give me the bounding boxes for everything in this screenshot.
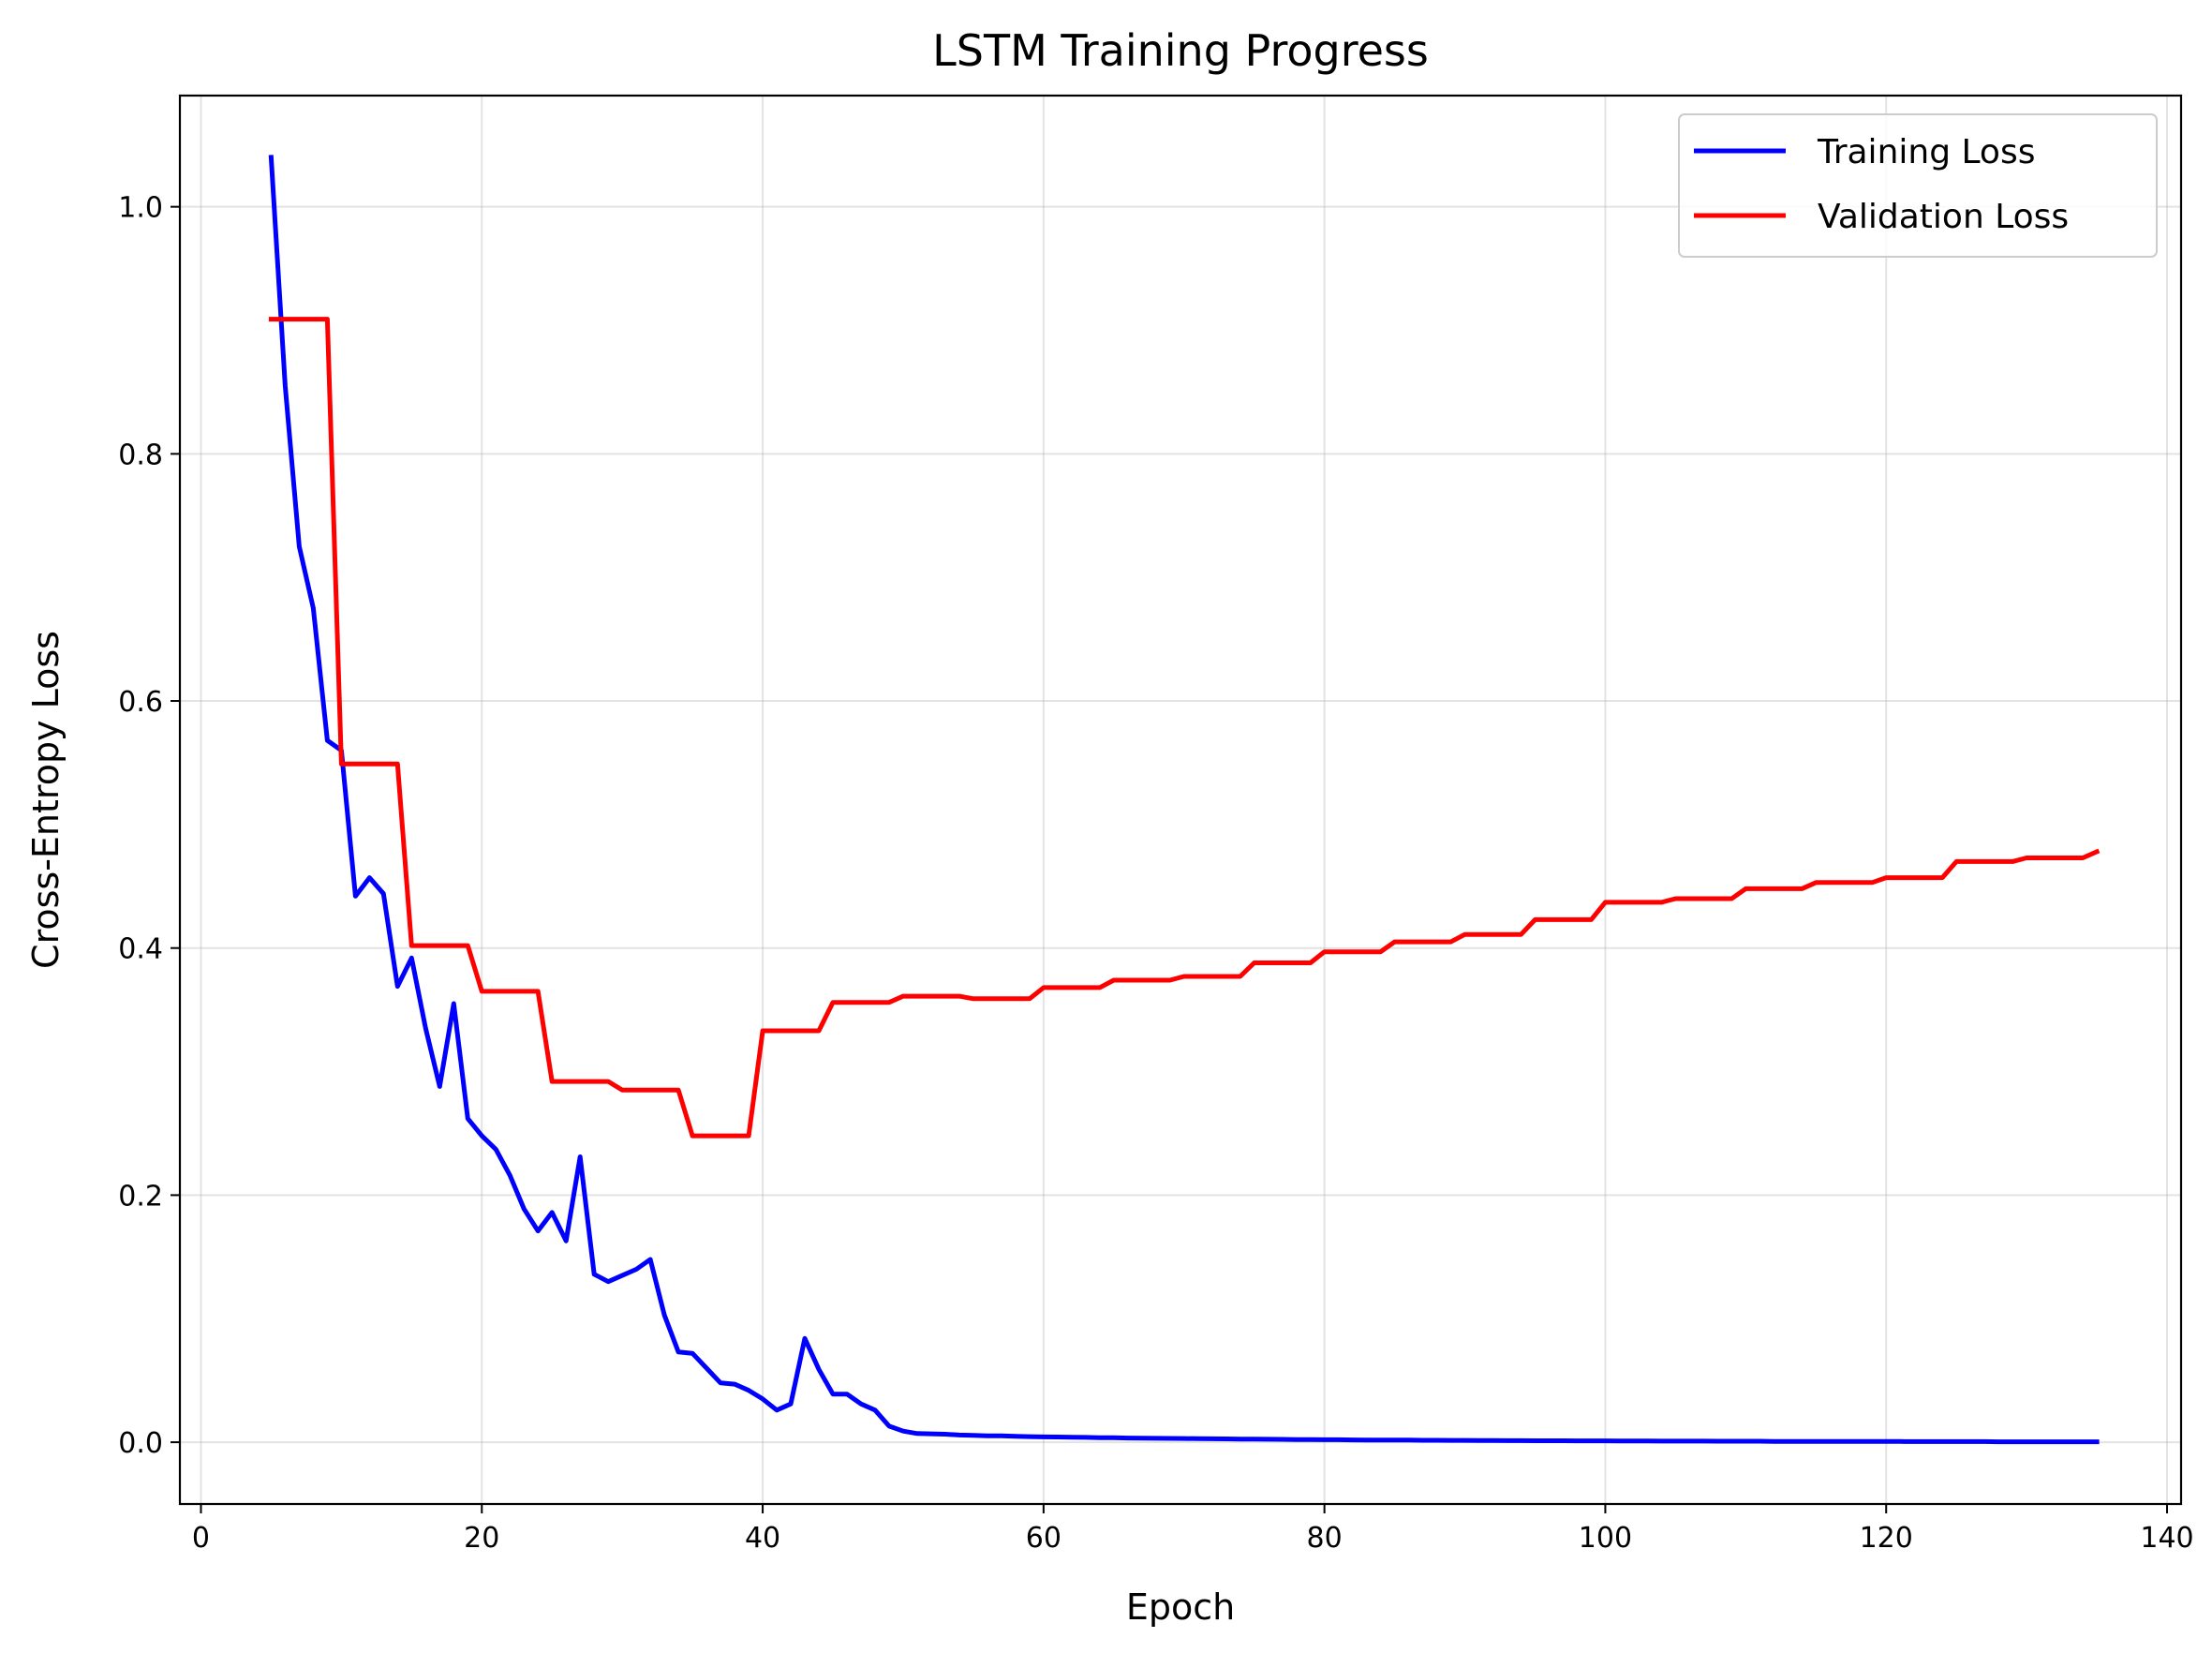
y-tick-label: 0.8	[118, 439, 163, 471]
x-tick-label: 80	[1307, 1522, 1343, 1555]
y-tick-label: 0.6	[118, 686, 163, 719]
plot-frame	[178, 94, 2183, 1506]
y-tick-label: 0.4	[118, 933, 163, 966]
validation-loss-line	[268, 317, 2101, 1139]
x-tick-label: 20	[464, 1522, 499, 1555]
y-tick-label: 0.2	[118, 1180, 163, 1213]
series-lines	[268, 155, 2101, 1445]
x-tick-label: 100	[1579, 1522, 1632, 1555]
x-tick-label: 60	[1026, 1522, 1061, 1555]
legend-label-training: Training Loss	[1817, 133, 2035, 171]
y-tick-label: 0.0	[118, 1427, 163, 1460]
x-axis-label: Epoch	[1126, 1586, 1235, 1628]
x-tick-label: 140	[2140, 1522, 2193, 1555]
y-tick-label: 1.0	[118, 192, 163, 225]
x-tick-label: 0	[192, 1522, 210, 1555]
y-axis-ticks: 0.0 0.2 0.4 0.6 0.8 1.0	[118, 192, 180, 1460]
legend-box	[1678, 113, 2158, 258]
legend-label-validation: Validation Loss	[1818, 198, 2069, 236]
grid-lines	[180, 96, 2181, 1504]
x-tick-label: 40	[745, 1522, 780, 1555]
x-tick-label: 120	[1860, 1522, 1913, 1555]
legend: Training Loss Validation Loss	[1678, 113, 2158, 258]
training-loss-line	[268, 155, 2100, 1445]
y-axis-label: Cross-Entropy Loss	[25, 631, 67, 969]
chart-title: LSTM Training Progress	[932, 25, 1429, 76]
x-axis-ticks: 0 20 40 60 80 100 120 140	[192, 1504, 2194, 1555]
